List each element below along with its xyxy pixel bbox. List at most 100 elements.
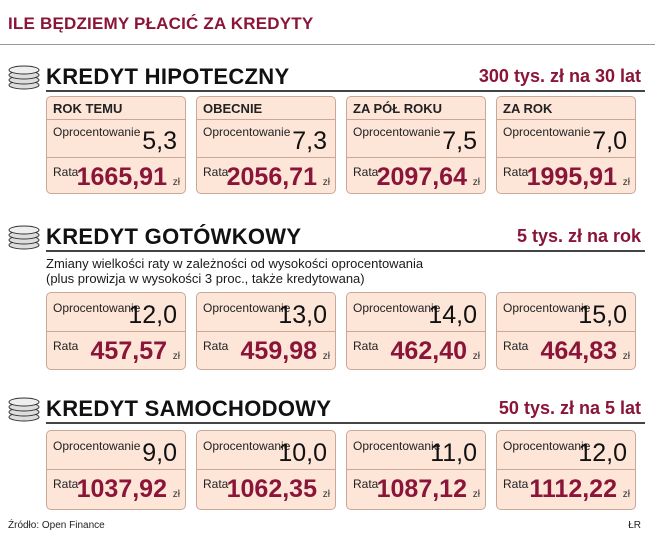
card-divider bbox=[197, 469, 335, 470]
section-divider bbox=[46, 250, 645, 252]
source-note: Źródło: Open Finance bbox=[8, 520, 105, 531]
card-divider bbox=[497, 157, 635, 158]
card-divider bbox=[197, 331, 335, 332]
installment-value: 2097,64 bbox=[376, 163, 467, 191]
section-hipoteczny-header: KREDYT HIPOTECZNY 300 tys. zł na 30 lat bbox=[0, 62, 655, 92]
interest-label: Oprocentowanie bbox=[503, 301, 591, 315]
currency-unit: zł bbox=[322, 489, 330, 500]
installment-label: Rata bbox=[203, 165, 229, 179]
section-divider bbox=[46, 90, 645, 92]
rate-card: ZA PÓŁ ROKU Oprocentowanie 7,5 Rata 2097… bbox=[346, 96, 486, 194]
rate-card: Oprocentowanie 13,0 Rata 459,98 zł bbox=[196, 292, 336, 370]
installment-value: 1037,92 bbox=[76, 475, 167, 503]
section-title: KREDYT HIPOTECZNY bbox=[46, 64, 290, 89]
installment-label: Rata bbox=[503, 339, 529, 353]
interest-label: Oprocentowanie bbox=[53, 301, 141, 315]
interest-label: Oprocentowanie bbox=[203, 301, 291, 315]
card-period-label: OBECNIE bbox=[203, 101, 263, 116]
coins-icon bbox=[8, 65, 40, 90]
card-divider bbox=[47, 331, 185, 332]
currency-unit: zł bbox=[472, 489, 480, 500]
card-divider bbox=[197, 157, 335, 158]
rate-card: Oprocentowanie 11,0 Rata 1087,12 zł bbox=[346, 430, 486, 510]
installment-label: Rata bbox=[503, 477, 529, 491]
interest-label: Oprocentowanie bbox=[353, 301, 441, 315]
interest-label: Oprocentowanie bbox=[503, 125, 591, 139]
section-divider bbox=[46, 422, 645, 424]
installment-label: Rata bbox=[353, 339, 379, 353]
rate-card: Oprocentowanie 12,0 Rata 1112,22 zł bbox=[496, 430, 636, 510]
interest-value: 13,0 bbox=[278, 301, 327, 329]
currency-unit: zł bbox=[172, 351, 180, 362]
page-title: ILE BĘDZIEMY PŁACIĆ ZA KREDYTY bbox=[8, 14, 314, 33]
interest-label: Oprocentowanie bbox=[503, 439, 591, 453]
installment-value: 1087,12 bbox=[376, 475, 467, 503]
interest-value: 11,0 bbox=[430, 439, 477, 467]
section-samochodowy-header: KREDYT SAMOCHODOWY 50 tys. zł na 5 lat bbox=[0, 394, 655, 424]
section-description: (plus prowizja w wysokości 3 proc., takż… bbox=[46, 271, 365, 286]
rate-card: Oprocentowanie 10,0 Rata 1062,35 zł bbox=[196, 430, 336, 510]
currency-unit: zł bbox=[172, 177, 180, 188]
interest-value: 7,3 bbox=[292, 127, 327, 155]
card-divider bbox=[497, 469, 635, 470]
installment-label: Rata bbox=[203, 477, 229, 491]
rate-card: Oprocentowanie 15,0 Rata 464,83 zł bbox=[496, 292, 636, 370]
coins-icon bbox=[8, 397, 40, 422]
installment-value: 1665,91 bbox=[76, 163, 167, 191]
card-divider bbox=[347, 469, 485, 470]
currency-unit: zł bbox=[472, 177, 480, 188]
interest-value: 14,0 bbox=[428, 301, 477, 329]
card-divider bbox=[347, 157, 485, 158]
card-period-label: ZA PÓŁ ROKU bbox=[353, 101, 443, 116]
installment-value: 2056,71 bbox=[226, 163, 317, 191]
card-divider bbox=[197, 119, 335, 120]
card-divider bbox=[47, 157, 185, 158]
rate-card: OBECNIE Oprocentowanie 7,3 Rata 2056,71 … bbox=[196, 96, 336, 194]
currency-unit: zł bbox=[472, 351, 480, 362]
section-loan-terms: 300 tys. zł na 30 lat bbox=[478, 66, 641, 86]
installment-label: Rata bbox=[53, 477, 79, 491]
installment-value: 1995,91 bbox=[526, 163, 617, 191]
installment-value: 457,57 bbox=[90, 337, 167, 365]
currency-unit: zł bbox=[622, 351, 630, 362]
card-divider bbox=[347, 119, 485, 120]
section-description: Zmiany wielkości raty w zależności od wy… bbox=[46, 256, 424, 271]
title-divider bbox=[0, 44, 655, 45]
section-title: KREDYT SAMOCHODOWY bbox=[46, 396, 332, 421]
installment-value: 464,83 bbox=[540, 337, 617, 365]
installment-label: Rata bbox=[353, 165, 379, 179]
interest-value: 12,0 bbox=[578, 439, 627, 467]
installment-value: 462,40 bbox=[390, 337, 467, 365]
installment-label: Rata bbox=[503, 165, 529, 179]
installment-label: Rata bbox=[53, 339, 79, 353]
section-gotowkowy-header: KREDYT GOTÓWKOWY 5 tys. zł na rok bbox=[0, 222, 655, 252]
coins-icon bbox=[8, 225, 40, 250]
interest-value: 10,0 bbox=[278, 439, 327, 467]
interest-label: Oprocentowanie bbox=[353, 125, 441, 139]
interest-value: 15,0 bbox=[578, 301, 627, 329]
currency-unit: zł bbox=[172, 489, 180, 500]
interest-label: Oprocentowanie bbox=[353, 439, 441, 453]
card-divider bbox=[347, 331, 485, 332]
interest-value: 5,3 bbox=[142, 127, 177, 155]
installment-label: Rata bbox=[53, 165, 79, 179]
interest-label: Oprocentowanie bbox=[203, 125, 291, 139]
installment-value: 1112,22 bbox=[529, 475, 617, 503]
rate-card: Oprocentowanie 12,0 Rata 457,57 zł bbox=[46, 292, 186, 370]
installment-value: 1062,35 bbox=[226, 475, 317, 503]
interest-label: Oprocentowanie bbox=[203, 439, 291, 453]
installment-value: 459,98 bbox=[240, 337, 317, 365]
installment-label: Rata bbox=[353, 477, 379, 491]
card-divider bbox=[47, 119, 185, 120]
interest-label: Oprocentowanie bbox=[53, 439, 141, 453]
interest-value: 12,0 bbox=[128, 301, 177, 329]
currency-unit: zł bbox=[322, 351, 330, 362]
section-title: KREDYT GOTÓWKOWY bbox=[46, 224, 302, 249]
card-divider bbox=[497, 331, 635, 332]
interest-value: 7,0 bbox=[592, 127, 627, 155]
currency-unit: zł bbox=[622, 177, 630, 188]
interest-label: Oprocentowanie bbox=[53, 125, 141, 139]
currency-unit: zł bbox=[622, 489, 630, 500]
section-loan-terms: 5 tys. zł na rok bbox=[516, 226, 641, 246]
installment-label: Rata bbox=[203, 339, 229, 353]
